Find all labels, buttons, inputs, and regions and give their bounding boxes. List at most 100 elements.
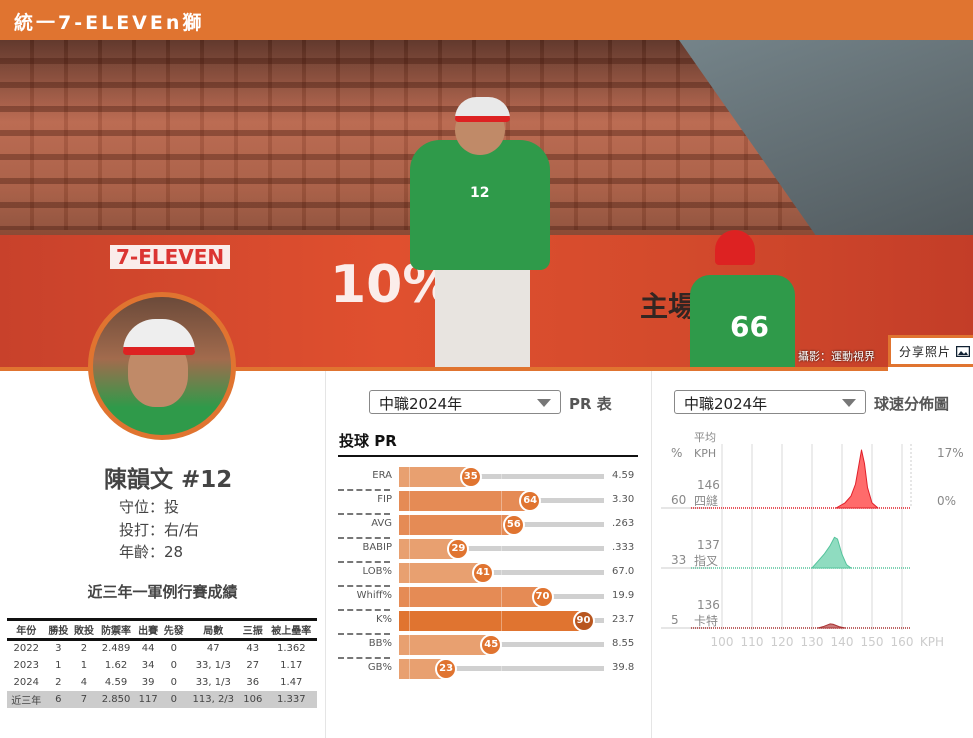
pr-label: ERA — [372, 470, 392, 481]
pr-badge: 90 — [572, 610, 595, 632]
column-header: 被上壘率 — [265, 618, 317, 641]
table-cell: 34 — [141, 659, 155, 671]
pr-season-select[interactable]: 中職2024年 — [369, 390, 561, 414]
pr-row: BB% 45 8.55 — [338, 633, 638, 658]
density-area-1 — [811, 536, 852, 569]
heading-rule — [338, 455, 638, 457]
table-cell: 44 — [141, 643, 155, 655]
pr-badge: 64 — [519, 490, 542, 512]
table-cell: 106 — [239, 690, 266, 708]
table-cell: 1.62 — [104, 659, 128, 671]
xtick-label: 100 — [711, 635, 734, 649]
table-cell: 1 — [80, 659, 88, 671]
table-row: 2024 2 4 4.59 39 0 33, 1/3 36 1.47 — [7, 674, 317, 691]
table-cell: 2 — [55, 676, 62, 688]
table-cell: 2.850 — [96, 690, 136, 708]
pr-row: GB% 23 39.8 — [338, 657, 638, 682]
pr-track — [399, 546, 604, 551]
table-cell: 113, 2/3 — [186, 690, 240, 708]
density-area-0 — [835, 449, 879, 509]
usage-pct: 33 — [671, 553, 686, 567]
image-icon — [955, 345, 971, 358]
table-cell: 7 — [71, 690, 97, 708]
column-header: 局數 — [186, 618, 240, 641]
pr-bar — [399, 467, 471, 487]
table-cell: 4 — [80, 676, 88, 688]
pr-value: 39.8 — [612, 662, 635, 673]
table-cell: 1.362 — [276, 643, 306, 655]
table-cell: 47 — [206, 643, 220, 655]
avatar — [88, 292, 236, 440]
pr-value: 8.55 — [612, 638, 635, 649]
share-photo-button[interactable]: 分享照片 — [888, 335, 973, 367]
share-label: 分享照片 — [899, 345, 952, 359]
avg-kph: 146 — [697, 478, 720, 492]
pr-label: LOB% — [362, 566, 392, 577]
table-cell: 6 — [45, 690, 72, 708]
table-cell: 0 — [170, 676, 177, 688]
pr-value: 3.30 — [612, 494, 635, 505]
ytick-label: 0% — [937, 494, 956, 508]
pitch-name: 四縫 — [694, 493, 718, 508]
x-axis-label: KPH — [920, 635, 944, 649]
player-age: 年齡：28 — [119, 543, 184, 561]
usage-pct: 5 — [671, 613, 679, 627]
column-header: 勝投 — [45, 618, 72, 641]
row-divider — [338, 657, 390, 659]
ytick-label: 17% — [937, 446, 964, 460]
table-cell: 43 — [246, 643, 260, 655]
table-cell: 2024 — [13, 676, 39, 688]
pr-badge: 29 — [447, 538, 470, 560]
stats-title: 近三年一軍例行賽成績 — [87, 583, 238, 601]
photo-credit: 攝影：運動視界 — [798, 350, 875, 363]
table-total-row: 近三年 6 7 2.850 117 0 113, 2/3 106 1.337 — [7, 690, 317, 708]
pr-badge: 41 — [472, 562, 495, 584]
velo-season-select[interactable]: 中職2024年 — [674, 390, 866, 414]
teammate-figure: 66 — [690, 230, 800, 367]
table-cell: 27 — [246, 659, 260, 671]
pr-track — [399, 666, 604, 671]
pr-value: 67.0 — [612, 566, 635, 577]
kph-header: KPH — [694, 447, 716, 460]
pr-label: FIP — [377, 494, 392, 505]
pr-row: AVG 56 .263 — [338, 513, 638, 538]
pr-label: K% — [375, 614, 392, 625]
pr-row: BABIP 29 .333 — [338, 537, 638, 562]
xtick-label: 140 — [831, 635, 854, 649]
avg-kph: 136 — [697, 598, 720, 612]
table-cell: 1 — [55, 659, 62, 671]
pr-row: FIP 64 3.30 — [338, 489, 638, 514]
xtick-label: 160 — [891, 635, 914, 649]
usage-pct: 60 — [671, 493, 686, 507]
column-header: 出賽 — [135, 618, 161, 641]
xtick-label: 150 — [861, 635, 884, 649]
pitching-pr-heading: 投球 PR — [339, 432, 397, 450]
pitch-name: 卡特 — [694, 613, 718, 628]
pr-bar — [399, 563, 484, 583]
pr-row: LOB% 41 67.0 — [338, 561, 638, 586]
pr-value: .333 — [612, 542, 635, 553]
player-bats-throws: 投打：右/右 — [119, 521, 200, 539]
team-header: 統一7-ELEVEn獅 — [0, 0, 973, 40]
row-divider — [338, 513, 390, 515]
pr-bar — [399, 659, 447, 679]
divider — [325, 371, 326, 738]
table-cell: 1.337 — [265, 690, 317, 708]
table-cell: 33, 1/3 — [195, 659, 231, 671]
table-cell: 33, 1/3 — [195, 676, 231, 688]
xtick-label: 120 — [771, 635, 794, 649]
table-cell: 39 — [141, 676, 155, 688]
pr-label: GB% — [367, 662, 392, 673]
table-cell: 2023 — [13, 659, 39, 671]
pr-label: BABIP — [362, 542, 392, 553]
banner-text: 主場 — [640, 290, 697, 323]
row-divider — [338, 561, 390, 563]
pr-label: AVG — [371, 518, 392, 529]
avg-header: 平均 — [694, 431, 716, 444]
pr-track — [399, 570, 604, 575]
jersey-number: 66 — [730, 310, 769, 343]
pr-value: .263 — [612, 518, 635, 529]
jersey-number: 12 — [470, 185, 490, 201]
table-cell: 36 — [246, 676, 260, 688]
